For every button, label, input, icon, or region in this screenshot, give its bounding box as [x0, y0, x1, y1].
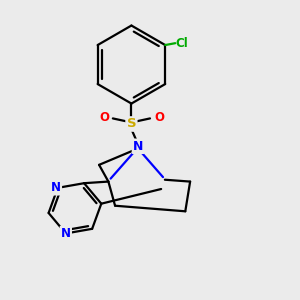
Text: O: O — [154, 111, 164, 124]
Text: S: S — [127, 118, 136, 130]
Text: O: O — [99, 111, 109, 124]
Text: N: N — [133, 140, 143, 153]
Text: N: N — [51, 181, 61, 194]
Text: Cl: Cl — [176, 37, 188, 50]
Text: N: N — [61, 227, 71, 240]
